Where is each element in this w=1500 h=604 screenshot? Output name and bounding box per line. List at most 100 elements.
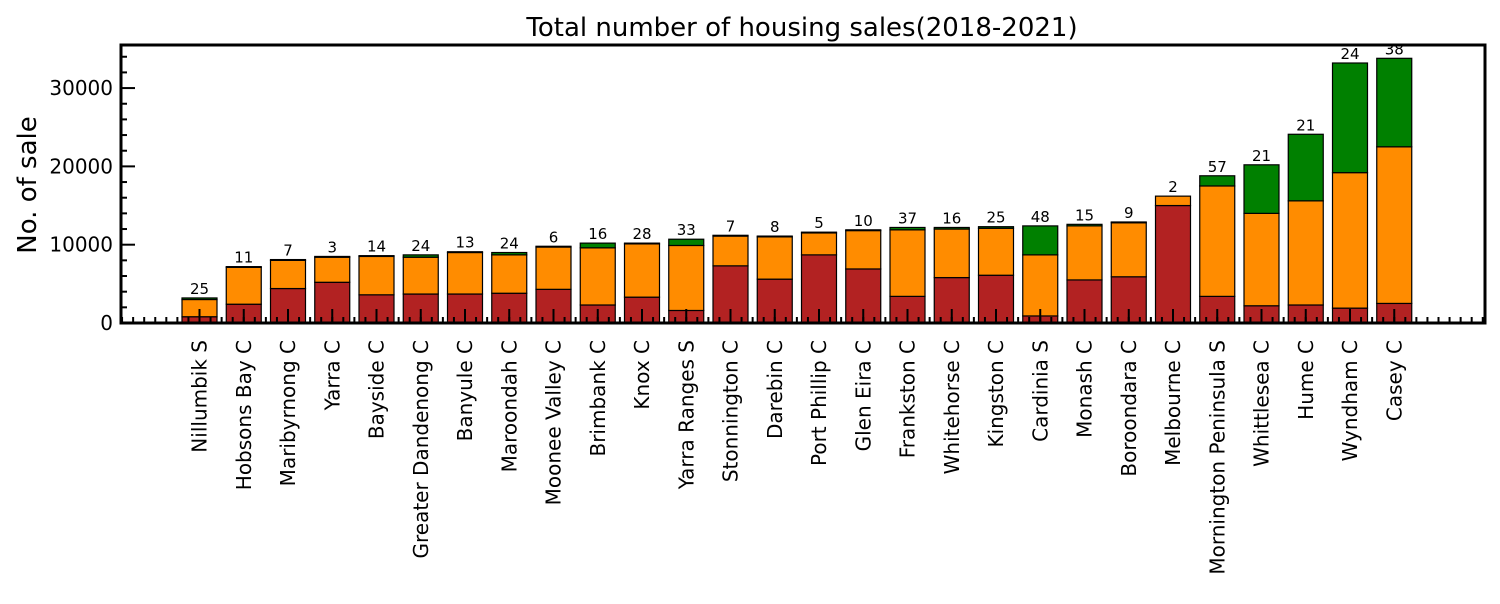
bar-segment-1-26 [1331,172,1369,309]
bar-segment-2-18 [977,226,1015,229]
x-tick-label-14: Port Phillip C [807,340,831,466]
bar-value-label-26: 24 [1340,45,1359,63]
bar-value-label-1: 11 [234,249,253,267]
bar-segment-2-9 [579,242,616,249]
x-tick-label-3: Yarra C [320,340,344,411]
bar-value-label-15: 10 [854,212,873,230]
bar-segment-2-25 [1287,133,1324,202]
bar-value-label-22: 2 [1168,178,1178,196]
x-tick-label-21: Boroondara C [1117,340,1141,477]
bar-value-label-11: 33 [677,221,696,239]
bar-value-label-19: 48 [1031,208,1050,226]
y-tick-label-3: 30000 [49,76,113,100]
bar-segment-1-13 [756,236,793,280]
x-tick-label-27: Casey C [1382,340,1406,421]
x-tick-label-16: Frankston C [896,340,920,458]
bar-segment-1-17 [933,228,970,279]
y-tick-label-2: 20000 [49,154,113,178]
x-tick-label-7: Maroondah C [497,340,521,472]
bar-value-labels: 25 11 7 3 14 24 13 24 6 16 28 33 7 8 5 10 37 16 25 48 15 9 2 57… [190,40,1404,298]
bar-value-label-12: 7 [726,217,736,235]
bar-segment-1-16 [889,229,926,297]
bar-value-label-14: 5 [814,214,824,232]
bar-value-label-6: 13 [455,234,474,252]
bar-segment-2-21 [1110,221,1147,224]
bar-value-label-17: 16 [942,209,961,227]
bar-value-label-5: 24 [411,237,430,255]
bar-segment-2-16 [889,226,926,231]
x-tick-label-24: Whittlesea C [1250,340,1274,467]
x-tick-label-2: Maribyrnong C [276,340,300,486]
bar-segment-1-6 [446,251,484,295]
bar-segment-2-0 [181,297,218,301]
x-tick-label-12: Stonnington C [719,340,743,482]
bars-layer [181,57,1413,324]
bar-value-label-18: 25 [986,209,1005,227]
bar-segment-1-3 [314,256,351,283]
bar-segment-1-5 [402,256,439,295]
bar-value-label-9: 16 [588,225,607,243]
x-tick-label-9: Brimbank C [586,340,610,457]
bar-segment-1-10 [623,243,661,298]
bar-segment-2-10 [623,242,661,245]
y-tick-label-1: 10000 [49,233,113,257]
bar-segment-2-13 [756,235,793,238]
bar-segment-1-7 [491,254,528,294]
bar-value-label-16: 37 [898,209,917,227]
bar-segment-2-3 [314,255,351,258]
x-tick-label-23: Mornington Peninsula S [1205,340,1229,575]
bar-value-label-4: 14 [367,238,386,256]
bar-segment-1-24 [1243,212,1280,307]
x-tick-label-26: Wyndham C [1338,340,1362,461]
bar-segment-2-12 [712,234,749,237]
bar-segment-2-2 [269,258,307,261]
bar-segment-2-5 [402,254,439,258]
bar-segment-1-14 [800,232,838,256]
bar-segment-2-7 [491,251,528,256]
bar-segment-2-11 [668,238,705,247]
bar-segment-1-2 [269,259,307,290]
x-tick-label-22: Melbourne C [1161,340,1185,466]
y-tick-label-0: 0 [100,311,113,335]
bar-value-label-2: 7 [283,242,293,260]
bar-segment-2-8 [535,245,572,248]
chart-title: Total number of housing sales(2018-2021) [525,13,1077,43]
bar-segment-1-9 [579,247,616,306]
bar-segment-1-27 [1376,146,1413,305]
bar-segment-1-18 [977,227,1015,276]
bar-segment-1-22 [1154,195,1192,207]
x-tick-label-8: Moonee Valley C [542,340,566,505]
x-tick-label-13: Darebin C [763,340,787,439]
bar-segment-1-21 [1110,222,1147,278]
bar-segment-2-4 [358,255,395,258]
x-tick-label-18: Kingston C [984,340,1008,448]
plot-frame [119,43,1487,325]
bar-segment-2-24 [1243,164,1280,214]
x-tick-label-6: Banyule C [453,340,477,441]
bar-segment-0-22 [1154,204,1192,324]
bar-segment-2-23 [1199,175,1236,187]
bar-segment-2-19 [1022,225,1059,256]
bar-value-label-3: 3 [327,238,337,256]
bar-value-label-0: 25 [190,280,209,298]
x-tick-label-10: Knox C [630,340,654,410]
bar-segment-1-4 [358,255,395,296]
bar-value-label-8: 6 [549,228,559,246]
bar-value-label-25: 21 [1296,116,1315,134]
bar-segment-2-17 [933,226,970,230]
bar-segment-1-11 [668,244,705,312]
bar-segment-2-6 [446,251,484,254]
x-tick-label-15: Glen Eira C [851,340,875,451]
bar-value-label-23: 57 [1208,158,1227,176]
bar-segment-1-1 [225,266,262,305]
bar-segment-2-26 [1331,62,1369,174]
bar-value-label-21: 9 [1124,204,1134,222]
bar-segment-1-15 [845,229,882,270]
bar-segment-1-19 [1022,254,1059,317]
bar-value-label-27: 38 [1385,40,1404,58]
x-tick-label-0: Nillumbik S [188,340,212,453]
bar-segment-1-23 [1199,185,1236,297]
bar-segment-1-25 [1287,200,1324,306]
